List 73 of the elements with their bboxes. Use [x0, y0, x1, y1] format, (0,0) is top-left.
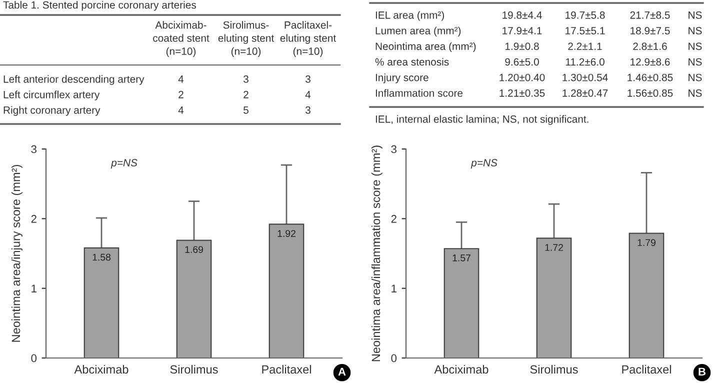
- y-axis-title: Neointima area/inflammation score (mm²): [371, 146, 382, 362]
- data-label: 1.79: [638, 239, 656, 246]
- text: 17.9±4.1: [502, 27, 542, 34]
- y-tick-label: 0: [31, 354, 37, 362]
- text: 11.2±6.0: [566, 58, 604, 66]
- text: 2.8±1.6: [633, 42, 667, 50]
- category-label: Lumen area (mm²): [376, 26, 461, 36]
- category-label: Left anterior descending artery: [4, 75, 144, 85]
- text: Table 1. Stented porcine coronary arteries: [3, 1, 196, 11]
- text: NS: [688, 74, 702, 82]
- text: 2: [178, 90, 184, 98]
- text: NS: [688, 11, 702, 19]
- text: B: [698, 368, 706, 376]
- data-label: 1.58: [92, 254, 111, 261]
- text: A: [338, 368, 346, 376]
- category-label: Sirolimus- eluting stent (n=10): [218, 21, 274, 57]
- text: 3: [306, 75, 310, 83]
- text: IEL, internal elastic lamina; NS, not significant.: [376, 115, 588, 125]
- x-tick-label: Sirolimus: [530, 364, 578, 374]
- y-tick-label: 3: [391, 145, 396, 154]
- data-label: 1.72: [545, 244, 563, 251]
- category-label: Right coronary artery: [4, 106, 100, 116]
- category-label: % area stenosis: [375, 58, 449, 66]
- text: NS: [688, 42, 702, 50]
- text: 3: [244, 75, 248, 83]
- x-tick-label: Abciximab: [434, 364, 488, 374]
- x-tick-label: Sirolimus: [170, 364, 218, 374]
- data-label: 1.57: [452, 254, 470, 262]
- text: NS: [688, 89, 702, 97]
- text: 4: [178, 76, 184, 83]
- annotation: p=NS: [110, 159, 138, 168]
- data-label: 1.92: [278, 230, 296, 237]
- text: 1.20±0.40: [500, 74, 545, 82]
- data-label: 1.69: [185, 246, 203, 253]
- text: 17.5±5.1: [566, 27, 605, 34]
- text: 21.7±8.5: [630, 11, 670, 19]
- text: 18.9±7.5: [630, 27, 670, 34]
- category-label: Abciximab- coated stent (n=10): [153, 21, 210, 57]
- text: NS: [688, 27, 702, 34]
- text: 1.28±0.47: [562, 89, 608, 97]
- y-tick-label: 3: [31, 145, 36, 154]
- category-label: Injury score: [376, 74, 428, 84]
- text: 4: [305, 91, 311, 98]
- y-tick-label: 1: [392, 284, 396, 292]
- text: 9.6±5.0: [505, 58, 539, 66]
- text: 2: [244, 90, 248, 98]
- category-label: Inflammation score: [376, 89, 463, 97]
- text: 1.21±0.35: [500, 89, 545, 97]
- text: 12.9±8.6: [630, 58, 670, 66]
- text: 1.56±0.85: [628, 89, 673, 97]
- category-label: Neointima area (mm²): [376, 42, 476, 52]
- category-label: IEL area (mm²): [376, 11, 444, 21]
- y-tick-label: 2: [391, 214, 396, 223]
- text: 1.30±0.54: [562, 74, 608, 82]
- annotation: p=NS: [470, 159, 498, 168]
- y-tick-label: 2: [31, 214, 36, 223]
- text: 1.46±0.85: [628, 74, 673, 82]
- text: 3: [306, 106, 310, 114]
- text: 4: [178, 106, 184, 114]
- text: 5: [244, 106, 248, 114]
- x-tick-label: Paclitaxel: [622, 364, 671, 374]
- category-label: Left circumflex artery: [4, 90, 100, 100]
- x-tick-label: Paclitaxel: [262, 364, 311, 374]
- y-tick-label: 0: [391, 354, 397, 362]
- x-tick-label: Abciximab: [74, 364, 128, 374]
- y-axis-title: Neointima area/injury score (mm²): [11, 165, 22, 342]
- y-tick-label: 1: [32, 284, 36, 292]
- text: 19.7±5.8: [566, 11, 605, 19]
- text: 2.2±1.1: [568, 42, 602, 50]
- text: 19.8±4.4: [502, 11, 542, 19]
- text: NS: [688, 58, 702, 66]
- text: 1.9±0.8: [505, 42, 539, 50]
- category-label: Paclitaxel- eluting stent (n=10): [280, 21, 336, 57]
